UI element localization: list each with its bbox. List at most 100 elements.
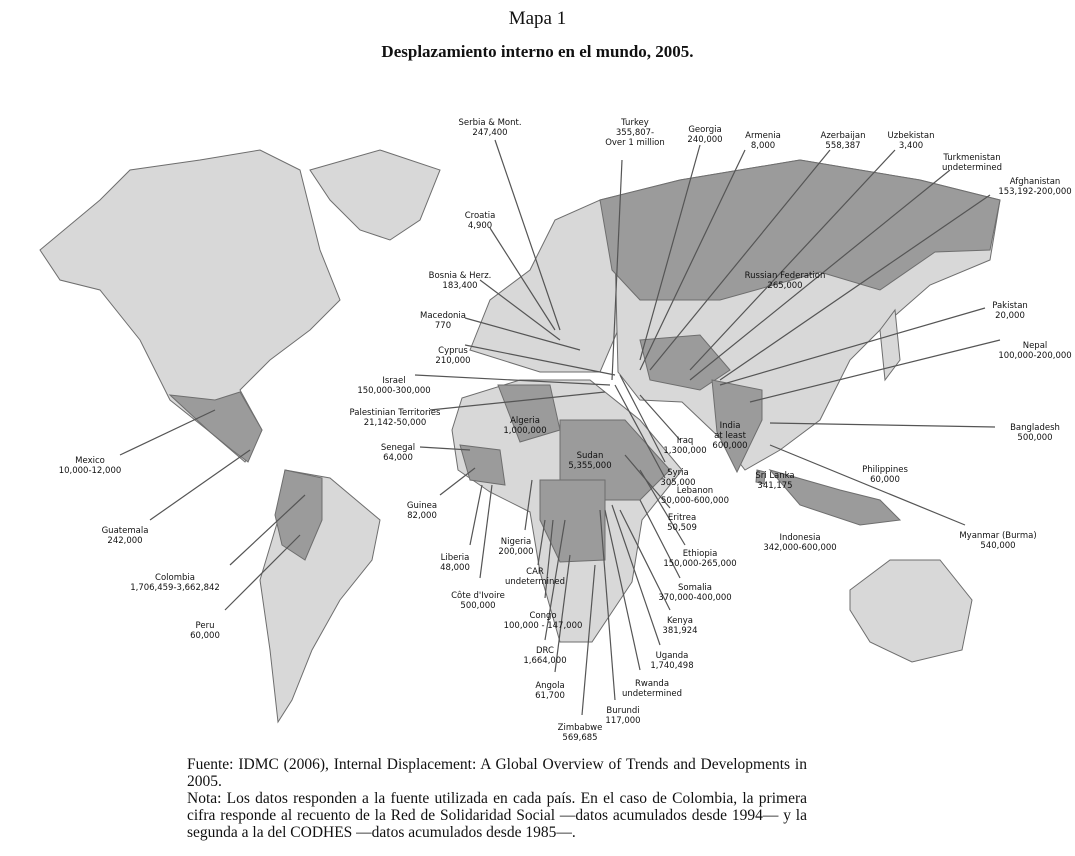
leader-line-turkey bbox=[611, 159, 623, 381]
leader-line-palestinian-territories bbox=[429, 391, 606, 411]
leader-line-pakistan bbox=[719, 307, 986, 386]
north-america bbox=[39, 149, 341, 463]
label-algeria: Algeria 1,000,000 bbox=[503, 416, 546, 436]
colombia-peru bbox=[274, 469, 323, 561]
label-croatia: Croatia 4,900 bbox=[465, 211, 496, 231]
label-bangladesh: Bangladesh 500,000 bbox=[1010, 423, 1060, 443]
label-uzbekistan: Uzbekistan 3,400 bbox=[888, 131, 935, 151]
west-africa bbox=[459, 444, 506, 486]
leader-line-car bbox=[537, 519, 546, 566]
map-title: Desplazamiento interno en el mundo, 2005… bbox=[381, 42, 694, 61]
mexico-central-america bbox=[168, 391, 263, 463]
leader-line-afghanistan bbox=[719, 194, 991, 381]
leader-line-cyprus bbox=[464, 344, 616, 376]
leader-line-azerbaijan bbox=[649, 149, 831, 371]
leader-line-guatemala bbox=[149, 449, 251, 521]
australia bbox=[849, 559, 973, 663]
leader-line-georgia bbox=[639, 144, 701, 361]
leader-line-iraq bbox=[639, 394, 681, 441]
leader-line-macedonia bbox=[464, 317, 581, 351]
leader-line-ethiopia bbox=[639, 469, 686, 546]
label-philippines: Philippines 60,000 bbox=[862, 465, 908, 485]
label-russian-federation: Russian Federation 265,000 bbox=[745, 271, 826, 291]
label-israel: Israel 150,000-300,000 bbox=[357, 376, 430, 396]
caucasus-central-asia bbox=[639, 334, 731, 391]
leader-line-congo bbox=[544, 519, 554, 599]
india bbox=[711, 379, 763, 474]
leader-line-mexico bbox=[119, 409, 216, 456]
japan bbox=[879, 308, 901, 382]
label-myanmar-burma: Myanmar (Burma) 540,000 bbox=[959, 531, 1036, 551]
leader-line-croatia bbox=[489, 227, 556, 331]
label-cyprus: Cyprus 210,000 bbox=[435, 346, 470, 366]
label-india: India at least 600,000 bbox=[712, 421, 747, 451]
label-bosnia-herz: Bosnia & Herz. 183,400 bbox=[429, 271, 492, 291]
label-c-te-d-ivoire: Côte d'Ivoire 500,000 bbox=[451, 590, 505, 611]
label-sudan: Sudan 5,355,000 bbox=[568, 451, 611, 471]
label-azerbaijan: Azerbaijan 558,387 bbox=[821, 131, 866, 151]
land-masses bbox=[39, 149, 1001, 724]
leader-line-uganda bbox=[611, 504, 661, 646]
leader-line-syria bbox=[619, 374, 666, 463]
central-africa bbox=[539, 479, 606, 563]
leader-line-nigeria bbox=[524, 479, 533, 531]
label-georgia: Georgia 240,000 bbox=[687, 125, 722, 145]
map-notes: Fuente: IDMC (2006), Internal Displaceme… bbox=[187, 756, 807, 841]
leader-line-myanmar-burma bbox=[769, 444, 966, 526]
label-mexico: Mexico 10,000-12,000 bbox=[59, 456, 122, 476]
label-senegal: Senegal 64,000 bbox=[381, 443, 415, 463]
label-liberia: Liberia 48,000 bbox=[440, 553, 470, 573]
label-sri-lanka: Sri Lanka 341,175 bbox=[755, 471, 794, 491]
label-burundi: Burundi 117,000 bbox=[605, 706, 640, 726]
leader-line-kenya bbox=[619, 509, 671, 611]
label-palestinian-territories: Palestinian Territories 21,142-50,000 bbox=[350, 408, 442, 428]
label-car: CAR undetermined bbox=[505, 567, 565, 587]
russian-federation bbox=[599, 159, 1001, 301]
leader-line-liberia bbox=[469, 484, 483, 546]
label-afghanistan: Afghanistan 153,192-200,000 bbox=[998, 177, 1071, 197]
leader-line-somalia bbox=[639, 499, 681, 579]
sri-lanka bbox=[755, 469, 766, 485]
leader-line-c-te-d-ivoire bbox=[479, 484, 493, 579]
leader-line-drc bbox=[544, 519, 566, 641]
leader-line-nepal bbox=[749, 339, 1001, 403]
indonesia bbox=[768, 469, 902, 526]
leader-line-bosnia-herz bbox=[479, 279, 561, 341]
source-text: Fuente: IDMC (2006), Internal Displaceme… bbox=[187, 756, 807, 790]
label-angola: Angola 61,700 bbox=[535, 681, 565, 701]
label-guatemala: Guatemala 242,000 bbox=[102, 526, 149, 546]
label-nepal: Nepal 100,000-200,000 bbox=[998, 341, 1071, 361]
label-peru: Peru 60,000 bbox=[190, 621, 220, 641]
label-turkey: Turkey 355,807-Over 1 million bbox=[605, 118, 665, 148]
label-uganda: Uganda 1,740,498 bbox=[650, 651, 693, 671]
label-nigeria: Nigeria 200,000 bbox=[498, 537, 533, 557]
leader-line-israel bbox=[414, 374, 611, 386]
leader-line-zimbabwe bbox=[581, 564, 596, 716]
label-lebanon: Lebanon 50,000-600,000 bbox=[661, 486, 729, 506]
leader-line-eritrea bbox=[624, 454, 671, 509]
europe bbox=[469, 199, 619, 373]
label-somalia: Somalia 370,000-400,000 bbox=[658, 583, 731, 603]
label-syria: Syria 305,000 bbox=[660, 468, 695, 488]
label-macedonia: Macedonia 770 bbox=[420, 311, 466, 331]
label-zimbabwe: Zimbabwe 569,685 bbox=[558, 723, 603, 743]
leader-line-angola bbox=[554, 554, 571, 673]
leader-line-rwanda bbox=[604, 509, 641, 671]
label-congo: Congo 100,000 - 147,000 bbox=[504, 611, 583, 631]
map-number: Mapa 1 bbox=[508, 8, 567, 29]
label-guinea: Guinea 82,000 bbox=[407, 501, 437, 521]
leader-line-uzbekistan bbox=[689, 149, 896, 371]
country-labels: Serbia & Mont. 247,400 Turkey 355,807-Over … bbox=[59, 118, 1072, 743]
label-serbia-mont: Serbia & Mont. 247,400 bbox=[458, 118, 521, 138]
note-text: Nota: Los datos responden a la fuente ut… bbox=[187, 790, 807, 841]
label-pakistan: Pakistan 20,000 bbox=[992, 301, 1028, 321]
leader-lines bbox=[119, 139, 1001, 716]
leader-line-senegal bbox=[419, 446, 471, 451]
world-map: Serbia & Mont. 247,400 Turkey 355,807-Over … bbox=[39, 118, 1072, 743]
label-rwanda: Rwanda undetermined bbox=[622, 679, 682, 699]
leader-line-armenia bbox=[639, 149, 746, 371]
label-armenia: Armenia 8,000 bbox=[745, 131, 781, 151]
leader-line-serbia-mont bbox=[494, 139, 561, 331]
label-indonesia: Indonesia 342,000-600,000 bbox=[763, 533, 836, 553]
leader-line-peru bbox=[224, 534, 301, 611]
